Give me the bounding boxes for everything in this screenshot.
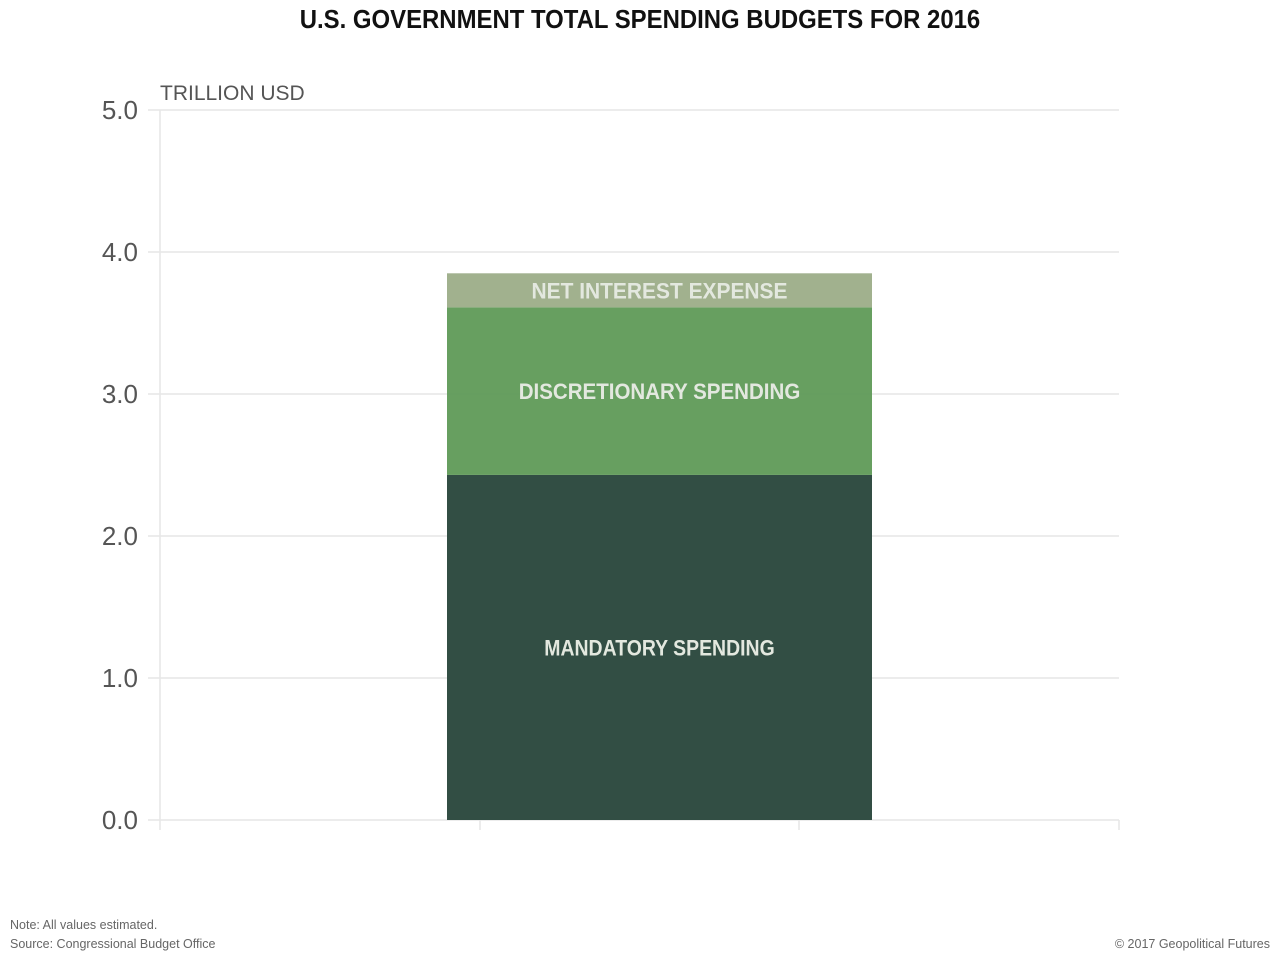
note: Note: All values estimated.	[10, 918, 158, 932]
bar-segment-label: NET INTEREST EXPENSE	[532, 278, 788, 303]
y-tick-label: 2.0	[102, 521, 138, 551]
bar-segment	[447, 273, 872, 308]
y-tick-label: 5.0	[102, 95, 138, 125]
y-tick-label: 1.0	[102, 663, 138, 693]
chart-title: U.S. GOVERNMENT TOTAL SPENDING BUDGETS F…	[299, 4, 981, 34]
y-tick-label: 3.0	[102, 379, 138, 409]
bar-segment-label: MANDATORY SPENDING	[544, 635, 774, 660]
bar-segment-label: DISCRETIONARY SPENDING	[519, 379, 801, 404]
copyright: © 2017 Geopolitical Futures	[1114, 937, 1270, 951]
bar-segment	[447, 474, 872, 820]
source: Source: Congressional Budget Office	[10, 937, 216, 951]
bar-segment	[447, 307, 872, 475]
y-axis-label: TRILLION USD	[160, 82, 305, 105]
y-tick-label: 0.0	[102, 805, 138, 835]
y-tick-label: 4.0	[102, 237, 138, 267]
